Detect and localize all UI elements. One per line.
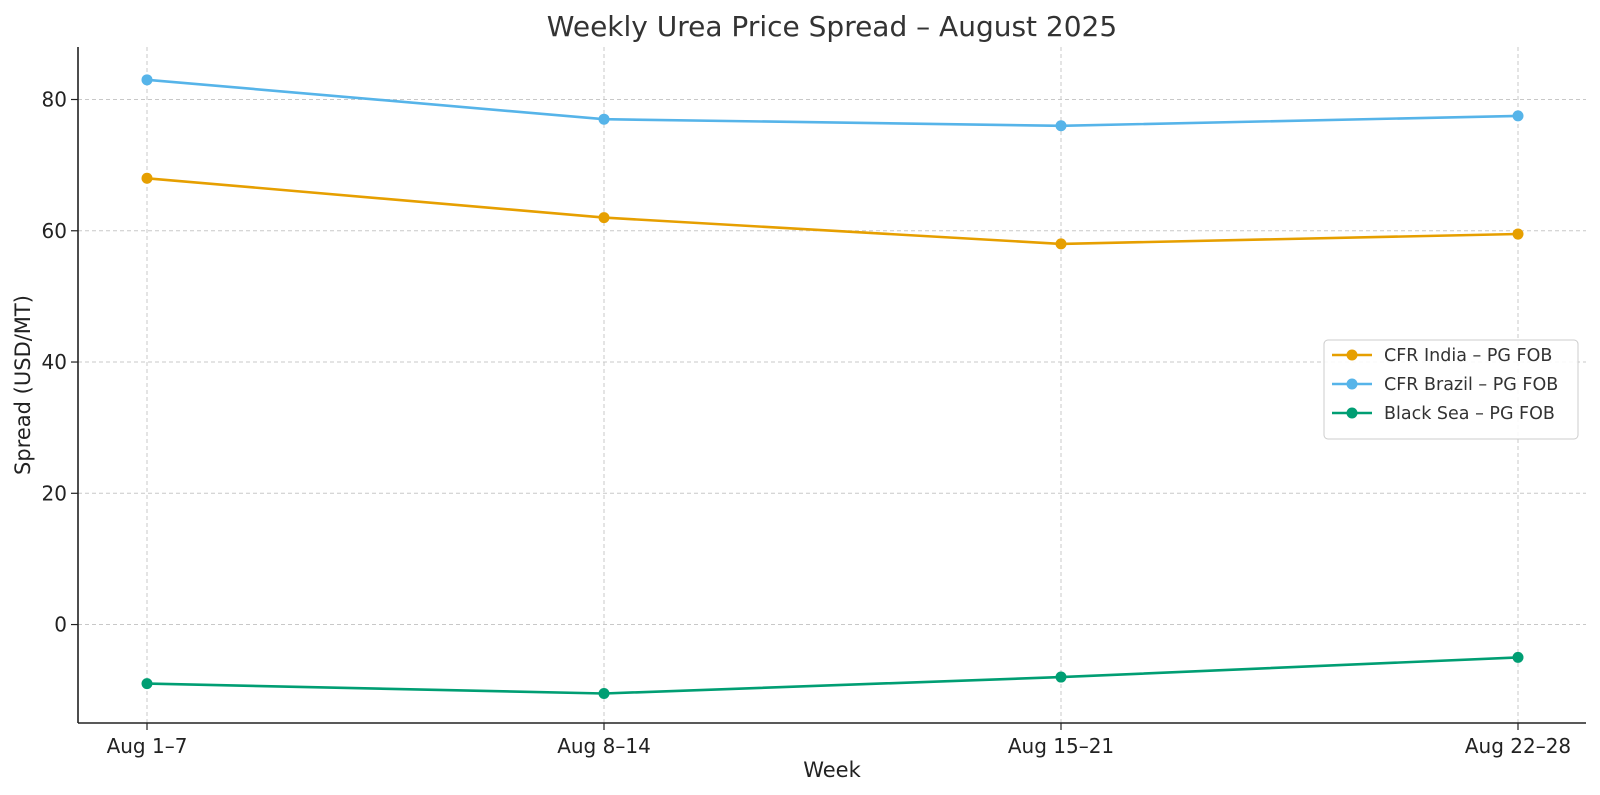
y-tick-label: 80	[42, 88, 67, 112]
x-ticks: Aug 1–7 Aug 8–14 Aug 15–21 Aug 22–28	[107, 723, 1571, 758]
x-tick-label: Aug 22–28	[1465, 734, 1571, 758]
series-line	[146, 78, 1519, 128]
legend-item: Black Sea – PG FOB	[1332, 404, 1555, 424]
legend-item: CFR India – PG FOB	[1332, 346, 1552, 366]
x-tick-label: Aug 15–21	[1008, 734, 1114, 758]
data-point	[141, 74, 153, 86]
series-line	[146, 177, 1519, 246]
x-tick-label: Aug 1–7	[107, 734, 188, 758]
legend-label: CFR India – PG FOB	[1384, 346, 1552, 366]
y-tick-label: 60	[42, 219, 67, 243]
y-tick-label: 0	[54, 613, 67, 637]
data-point	[141, 678, 153, 690]
data-point	[598, 687, 610, 699]
series-group	[141, 74, 1524, 699]
axes	[77, 47, 1586, 724]
series-line	[146, 656, 1519, 695]
series-3	[141, 651, 1524, 699]
series-2	[141, 74, 1524, 132]
data-point	[598, 113, 610, 125]
data-point	[598, 212, 610, 224]
y-tick-label: 20	[42, 481, 67, 505]
legend-item: CFR Brazil – PG FOB	[1332, 375, 1558, 395]
legend-marker	[1346, 378, 1358, 390]
y-axis-label: Spread (USD/MT)	[11, 295, 35, 475]
x-tick-label: Aug 8–14	[557, 734, 651, 758]
legend-label: Black Sea – PG FOB	[1384, 404, 1555, 424]
series-1	[141, 172, 1524, 250]
legend-label: CFR Brazil – PG FOB	[1384, 375, 1558, 395]
legend-box	[1323, 339, 1579, 440]
data-point	[1512, 651, 1524, 663]
x-axis-label: Week	[803, 758, 861, 782]
data-point	[1055, 671, 1067, 683]
legend: CFR India – PG FOB CFR Brazil – PG FOB Bla…	[1323, 339, 1579, 440]
data-point	[1512, 228, 1524, 240]
data-point	[1055, 120, 1067, 132]
chart-title: Weekly Urea Price Spread – August 2025	[547, 10, 1117, 43]
y-ticks: 0 20 40 60 80	[42, 88, 78, 637]
legend-marker	[1346, 349, 1358, 361]
data-point	[1512, 110, 1524, 122]
legend-marker	[1346, 407, 1358, 419]
data-point	[1055, 238, 1067, 250]
y-tick-label: 40	[42, 350, 67, 374]
data-point	[141, 172, 153, 184]
